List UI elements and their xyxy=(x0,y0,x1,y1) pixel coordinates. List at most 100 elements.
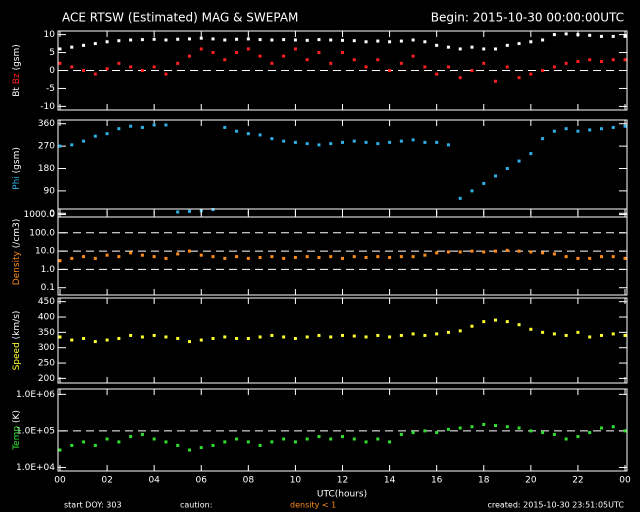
data-point xyxy=(187,54,191,58)
begin-time: Begin: 2015-10-30 00:00:00UTC xyxy=(431,11,624,25)
data-point xyxy=(140,335,144,339)
data-point xyxy=(388,335,392,339)
legend-entry: Temp xyxy=(12,426,22,451)
caution-note: density < 1 xyxy=(290,501,336,510)
data-point xyxy=(529,250,533,254)
data-point xyxy=(352,437,356,441)
y-tick-label: -10 xyxy=(40,102,55,112)
data-point xyxy=(505,320,509,324)
data-point xyxy=(588,335,592,339)
data-point xyxy=(517,323,521,327)
legend-entry: Bt xyxy=(12,87,22,97)
data-point xyxy=(364,65,368,69)
x-tick-label: 06 xyxy=(196,476,208,486)
data-point xyxy=(235,51,239,55)
data-point xyxy=(117,61,121,65)
data-point xyxy=(494,47,498,51)
data-point xyxy=(105,253,109,257)
data-point xyxy=(117,440,121,444)
data-point xyxy=(446,143,450,147)
data-point xyxy=(611,425,615,429)
data-point xyxy=(282,437,286,441)
x-tick-label: 08 xyxy=(243,476,255,486)
data-point xyxy=(140,125,144,129)
data-point xyxy=(376,39,380,43)
data-point xyxy=(482,181,486,185)
data-point xyxy=(611,34,615,38)
data-point xyxy=(564,255,568,259)
data-point xyxy=(164,335,168,339)
data-point xyxy=(246,256,250,260)
data-point xyxy=(599,60,603,64)
data-point xyxy=(223,125,227,129)
data-point xyxy=(187,340,191,344)
data-point xyxy=(552,33,556,37)
caution: caution: xyxy=(180,501,212,510)
data-point xyxy=(446,65,450,69)
data-point xyxy=(329,255,333,259)
data-point xyxy=(176,337,180,341)
data-point xyxy=(140,253,144,257)
data-point xyxy=(164,256,168,260)
data-point xyxy=(93,72,97,76)
data-point xyxy=(576,435,580,439)
data-point xyxy=(317,143,321,147)
start-doy: start DOY: 303 xyxy=(64,501,122,510)
data-point xyxy=(341,333,344,337)
data-point xyxy=(129,251,133,255)
data-point xyxy=(70,143,74,147)
data-point xyxy=(588,58,592,62)
y-axis-label: Phi (gsm) xyxy=(12,147,22,190)
data-point xyxy=(152,437,156,441)
y-axis-unit: (km/s) xyxy=(12,311,22,340)
legend-entry: Bz xyxy=(12,73,22,84)
data-point xyxy=(293,47,297,51)
data-point xyxy=(564,333,568,337)
data-point xyxy=(388,40,392,44)
data-point xyxy=(423,333,427,337)
y-tick-label: 90 xyxy=(44,186,56,196)
data-point xyxy=(282,54,286,58)
data-point xyxy=(341,435,344,439)
data-point xyxy=(317,38,321,42)
data-point xyxy=(623,333,627,337)
data-point xyxy=(446,330,450,334)
data-point xyxy=(505,65,509,69)
data-point xyxy=(223,256,227,260)
data-point xyxy=(82,337,86,341)
data-point xyxy=(282,139,286,143)
data-point xyxy=(211,337,215,341)
data-point xyxy=(235,129,239,133)
x-tick-label: 18 xyxy=(478,476,490,486)
data-point xyxy=(376,333,380,337)
data-point xyxy=(435,431,439,435)
data-point xyxy=(576,330,580,334)
data-point xyxy=(541,137,545,141)
y-tick-label: 0 xyxy=(49,66,55,76)
data-point xyxy=(235,337,239,341)
data-point xyxy=(129,65,133,69)
data-point xyxy=(176,210,180,214)
data-point xyxy=(117,39,121,43)
data-point xyxy=(517,159,521,163)
y-tick-label: 1.0E+06 xyxy=(16,390,55,400)
data-point xyxy=(152,37,156,41)
data-point xyxy=(317,333,321,337)
data-point xyxy=(105,132,109,136)
data-point xyxy=(341,256,344,260)
data-point xyxy=(564,61,568,65)
data-point xyxy=(458,426,462,430)
data-point xyxy=(611,332,615,336)
data-point xyxy=(388,140,392,144)
data-point xyxy=(494,318,498,322)
data-point xyxy=(176,443,180,447)
data-point xyxy=(411,138,415,142)
data-point xyxy=(399,39,403,43)
y-tick-label: 0.1 xyxy=(41,283,55,293)
data-point xyxy=(70,338,74,342)
x-tick-label: 00 xyxy=(54,476,66,486)
y-tick-label: 10 xyxy=(44,30,56,40)
y-axis-label: Temp (K) xyxy=(12,410,22,451)
x-tick-label: 14 xyxy=(384,476,396,486)
data-point xyxy=(517,76,521,80)
